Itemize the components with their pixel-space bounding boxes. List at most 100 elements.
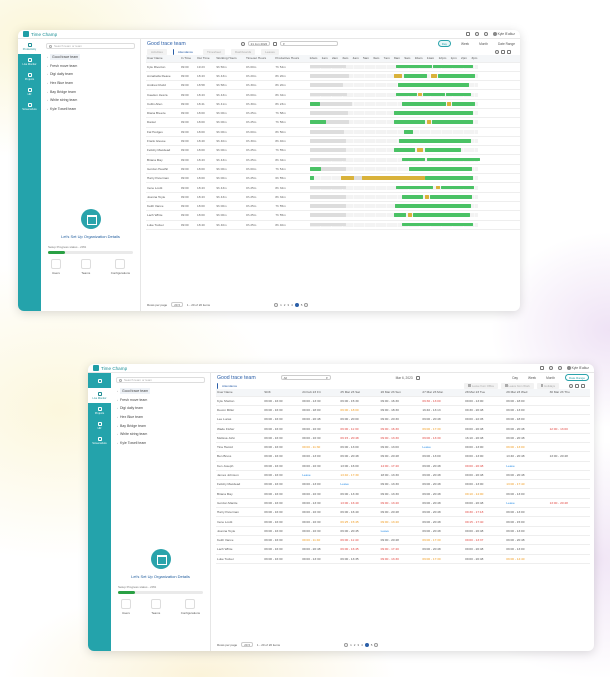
attendance-cell[interactable]: 09:00 - 16:30 [302, 463, 321, 468]
activity-segment[interactable] [401, 157, 426, 162]
attendance-cell[interactable]: 09:00 - 18:30 [380, 407, 399, 412]
attendance-cell[interactable]: 09:00 - 22:45 [465, 417, 484, 422]
activity-segment[interactable] [395, 185, 434, 190]
bell-icon[interactable] [483, 32, 488, 36]
attendance-cell[interactable]: 09:00 - 20:48 [506, 473, 525, 478]
attendance-cell[interactable]: 09:00 - 16:30 [302, 528, 321, 533]
week-button[interactable]: Week [461, 41, 470, 46]
attendance-cell[interactable]: 09:00 - 20:48 [380, 538, 399, 543]
page-link[interactable]: 3 [357, 642, 360, 647]
page-link[interactable]: 2 [353, 642, 356, 647]
user-name-cell[interactable]: Luke Tucker [147, 222, 164, 227]
user-name-cell[interactable]: Briana May [147, 157, 163, 162]
gear-icon[interactable] [548, 366, 553, 370]
date-picker[interactable]: Mar 6, 2023 [395, 375, 413, 380]
attendance-cell[interactable]: 09:00 - 13:00 [380, 445, 399, 450]
activity-segment[interactable] [309, 64, 347, 69]
user-menu[interactable]: Kyle B'alluz [492, 32, 515, 36]
attendance-cell[interactable]: 09:00 - 20:48 [465, 547, 484, 552]
activity-segment[interactable] [309, 222, 347, 227]
attendance-cell[interactable]: 09:00 - 15:30 [340, 398, 359, 403]
rows-per-page-select[interactable]: 20 ▾ [241, 641, 253, 648]
activity-segment[interactable] [309, 73, 350, 78]
tab-attendance[interactable]: Attendance [172, 48, 198, 55]
attendance-cell[interactable] [549, 461, 590, 470]
users-button[interactable]: Users [120, 599, 131, 615]
user-name-cell[interactable]: Felicity Macdead [217, 482, 241, 487]
activity-segment[interactable] [404, 129, 414, 134]
activity-segment[interactable] [397, 83, 470, 88]
activity-segment[interactable] [309, 92, 348, 97]
user-name-cell[interactable]: Keith Vance [217, 538, 234, 543]
attendance-cell[interactable]: 09:00 - 18:00 [506, 398, 525, 403]
user-name-cell[interactable]: Devon Miller [217, 407, 235, 412]
activity-segment[interactable] [417, 92, 422, 97]
activity-segment[interactable] [425, 194, 430, 199]
activity-segment[interactable] [409, 166, 473, 171]
user-name-cell[interactable]: Joanna Toyle [217, 528, 236, 533]
team-item[interactable]: › Good trace team [47, 54, 81, 61]
user-name-cell[interactable]: Diana Breeze [147, 111, 166, 116]
activity-segment[interactable] [401, 194, 423, 199]
user-name-cell[interactable]: Caeden Jiesza [147, 92, 168, 97]
org-setup-title[interactable]: Let's Set Up Organization Details [61, 234, 120, 239]
attendance-cell[interactable]: 09:00 - 13:00 [465, 398, 484, 403]
user-name-cell[interactable]: Lach White [147, 213, 163, 218]
user-name-cell[interactable]: Frank Gleuse [147, 139, 166, 144]
attendance-cell[interactable]: 16:40 - 13:13 [422, 407, 441, 412]
attendance-cell[interactable]: 09:00 - 11:30 [302, 445, 321, 450]
calendar-icon[interactable] [273, 41, 278, 46]
activity-segment[interactable] [393, 111, 474, 115]
page-link[interactable]: 5 [300, 302, 303, 307]
attendance-cell[interactable]: Leave [302, 473, 311, 478]
activity-segment[interactable] [433, 64, 474, 69]
user-name-cell[interactable]: Irene Lovitt [147, 185, 163, 190]
attendance-cell[interactable]: 09:00 - 16:30 [380, 426, 399, 431]
attendance-cell[interactable] [549, 535, 590, 544]
attendance-cell[interactable]: 09:00 - 13:00 [506, 445, 525, 450]
bell-icon[interactable] [557, 366, 562, 370]
attendance-cell[interactable]: 09:00 - 16:30 [302, 510, 321, 515]
attendance-cell[interactable]: 09:00 - 13:00 [302, 482, 321, 487]
expand-icon[interactable] [575, 383, 579, 388]
attendance-cell[interactable]: 09:00 - 16:30 [302, 435, 321, 440]
attendance-cell[interactable]: 09:30 - 20:48 [465, 407, 484, 412]
attendance-cell[interactable]: Leave [380, 528, 390, 533]
user-name-cell[interactable]: Briana May [217, 491, 233, 496]
activity-segment[interactable] [427, 120, 432, 125]
date-range-button[interactable]: Date Range [497, 41, 515, 46]
clock-icon[interactable] [240, 41, 245, 46]
attendance-cell[interactable]: 09:00 - 11:40 [340, 538, 359, 543]
activity-segment[interactable] [452, 101, 476, 106]
tab-timesheet[interactable]: Timesheet [203, 48, 225, 55]
tab-attendance[interactable]: Attendance [217, 382, 242, 389]
org-setup-title[interactable]: Let's Set Up Organization Details [131, 574, 190, 579]
next-page-button[interactable] [374, 642, 379, 647]
activity-segment[interactable] [309, 129, 345, 134]
day-button[interactable]: Day [437, 40, 452, 47]
team-item[interactable]: › Digi daily team [47, 72, 73, 77]
attendance-cell[interactable] [549, 554, 590, 563]
attendance-cell[interactable]: 09:00 - 20:48 [506, 538, 525, 543]
attendance-cell[interactable]: 09:00 - 18:00 [302, 407, 321, 412]
attendance-cell[interactable]: 09:10 - 14:00 [465, 491, 484, 496]
attendance-cell[interactable]: 09:15 - 17:40 [465, 519, 484, 524]
attendance-cell[interactable]: 09:00 - 20:48 [302, 417, 321, 422]
refresh-icon[interactable] [495, 49, 499, 54]
team-item[interactable]: › Kyle Towell team [117, 440, 147, 445]
attendance-cell[interactable]: Leave [506, 463, 515, 468]
attendance-cell[interactable] [549, 517, 590, 526]
attendance-cell[interactable]: 09:00 - 13:00 [506, 547, 525, 552]
attendance-cell[interactable]: 16:10 - 20:48 [465, 435, 484, 440]
tab-dashboards[interactable]: Dashboards [230, 48, 256, 55]
attendance-cell[interactable]: 09:00 - 13:35 [340, 556, 359, 561]
attendance-cell[interactable]: 09:00 - 20:48 [422, 528, 441, 533]
team-item[interactable]: › Hex Blue team [47, 81, 73, 86]
attendance-cell[interactable]: 09:00 - 11:30 [340, 426, 359, 431]
attendance-cell[interactable]: 13:00 - 16:00 [340, 463, 359, 468]
user-name-cell[interactable]: Collin Allen [147, 101, 163, 106]
day-button[interactable]: Day [512, 375, 519, 380]
date-range-button[interactable]: Date Range [564, 374, 589, 381]
activity-segment[interactable] [309, 120, 327, 125]
team-item[interactable]: › White string team [47, 98, 78, 103]
